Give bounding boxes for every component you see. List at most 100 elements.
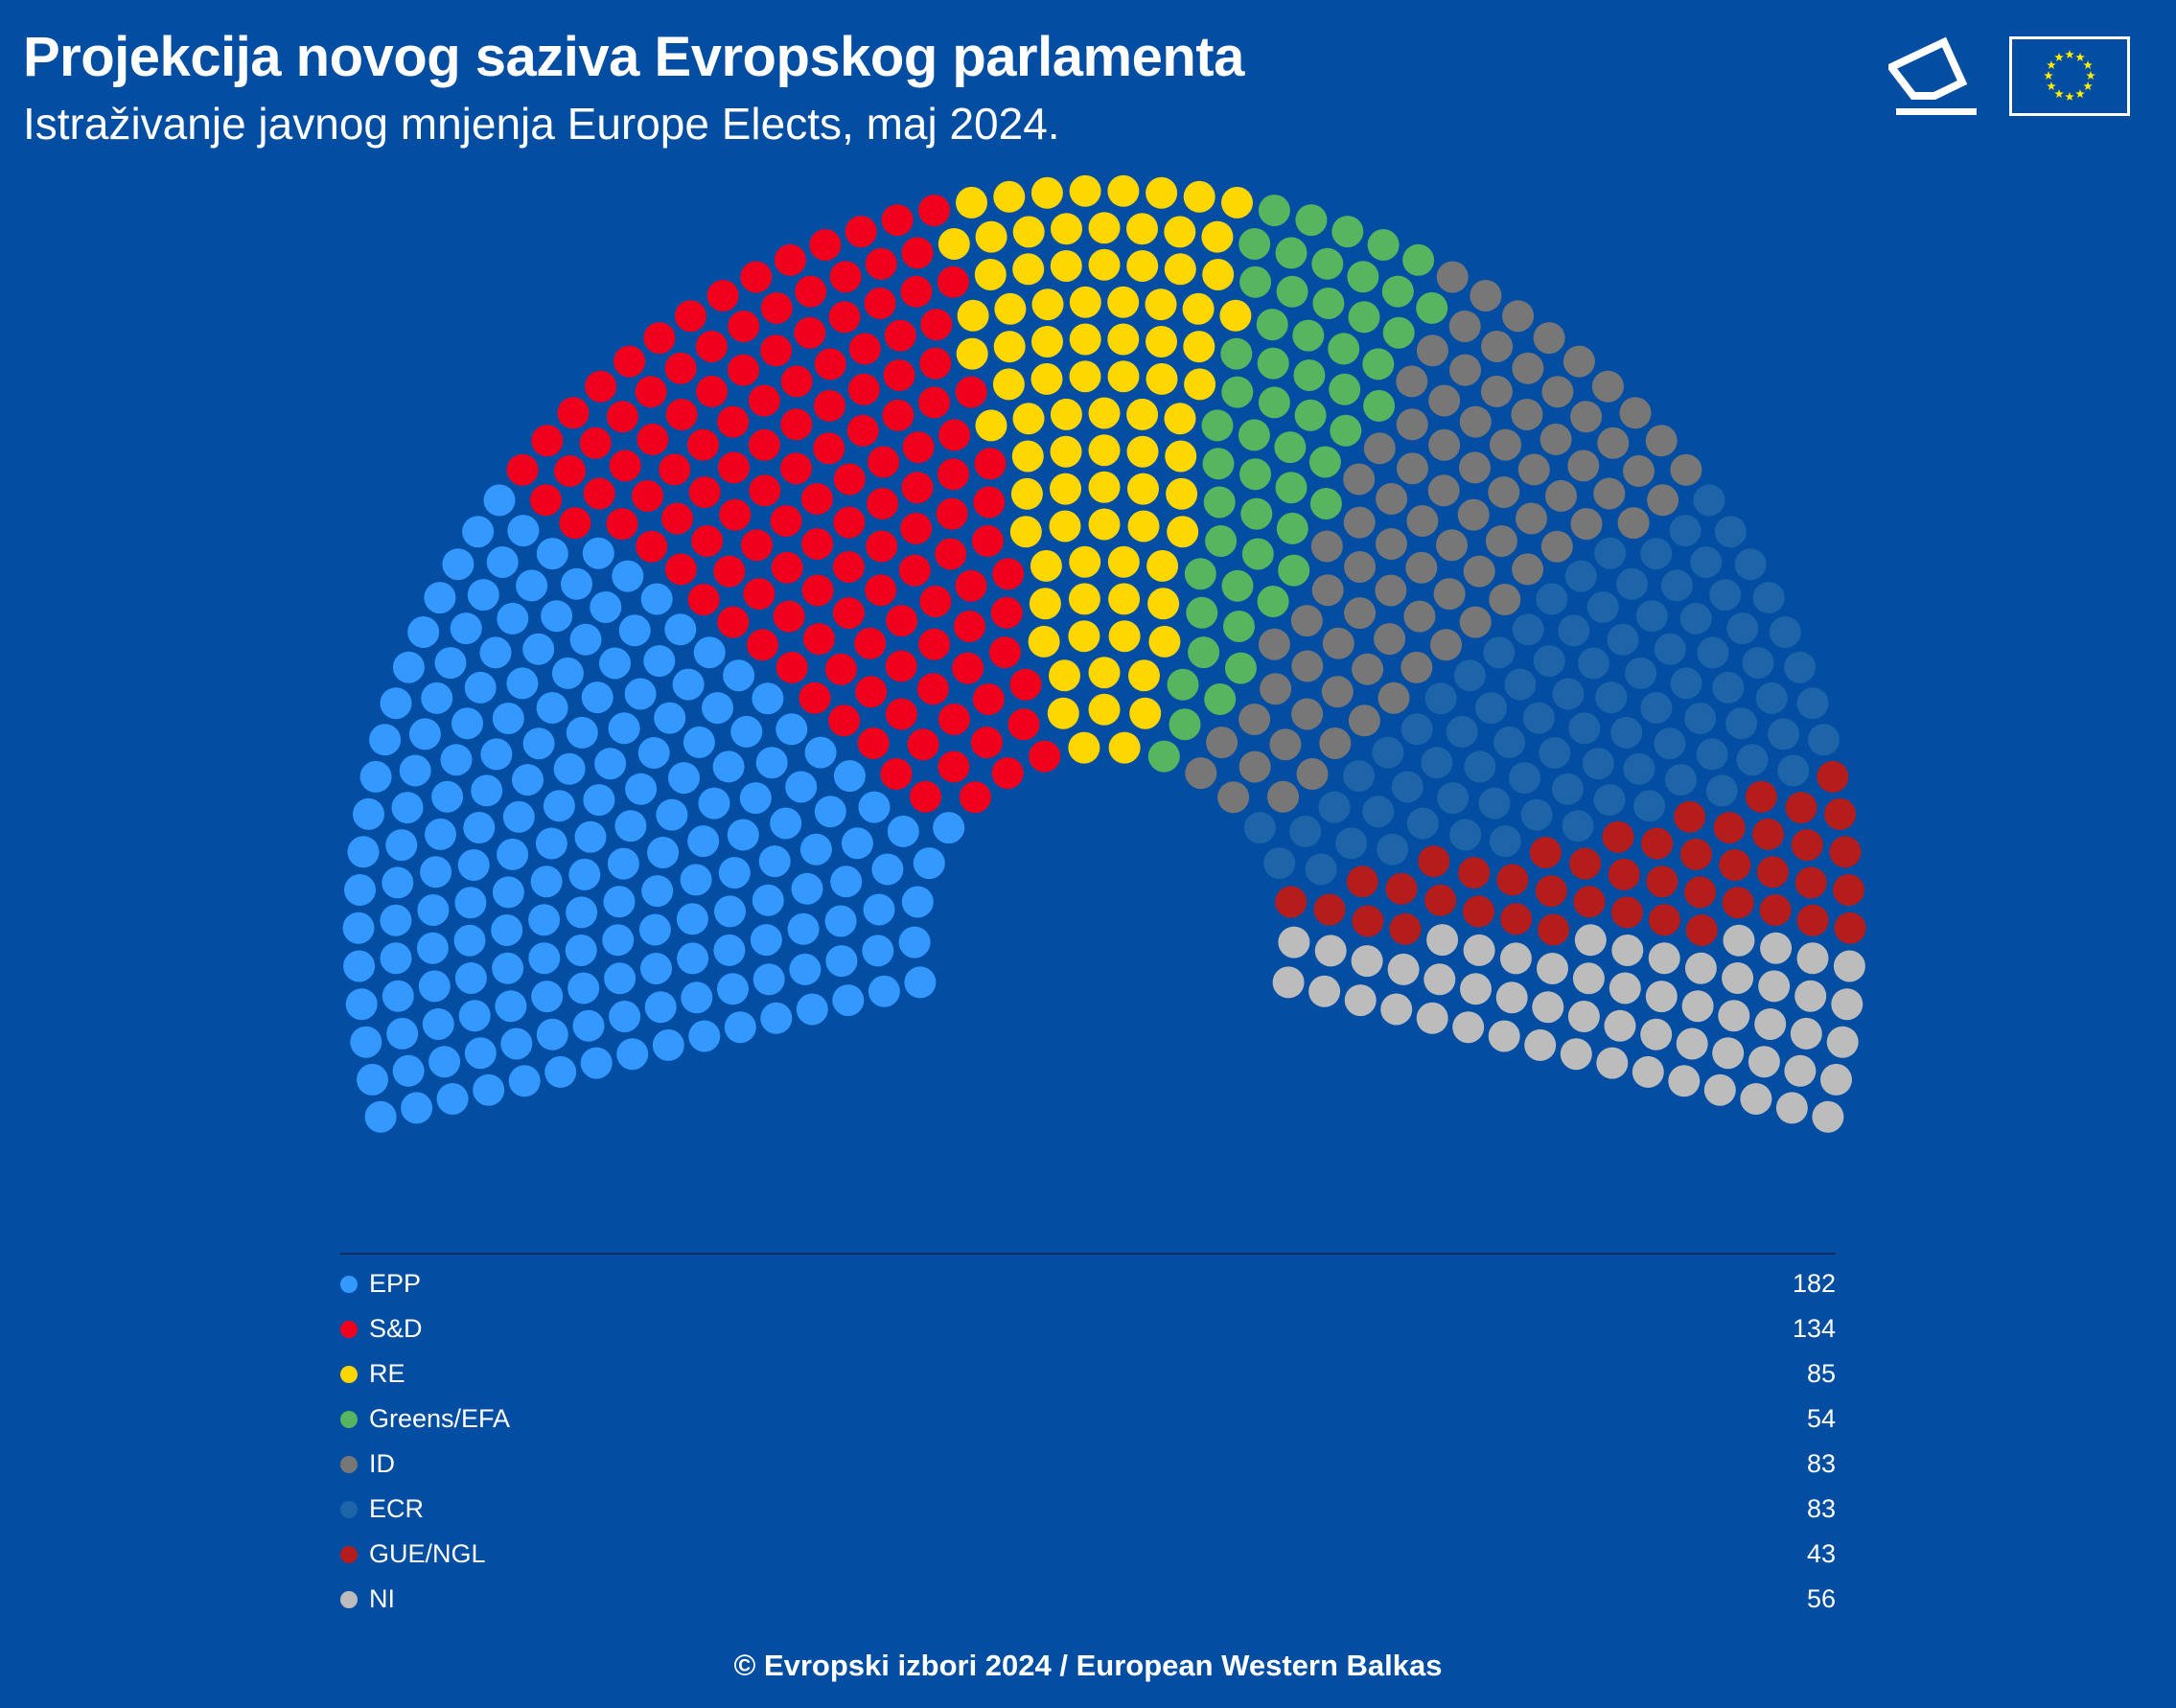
seat-id: [1459, 451, 1491, 484]
seat-id: [1397, 452, 1428, 485]
seat-re: [1184, 368, 1216, 401]
seat-s-d: [970, 727, 1003, 759]
seat-epp: [582, 537, 614, 569]
seat-ecr: [1391, 771, 1424, 803]
seat-gue-ngl: [1646, 866, 1678, 898]
seat-re: [1009, 516, 1042, 548]
seat-ni: [1380, 993, 1413, 1026]
seat-gue-ngl: [1641, 827, 1674, 860]
seat-epp: [479, 636, 512, 669]
legend-seat-count: 54: [1806, 1404, 1836, 1433]
seat-re: [1107, 286, 1140, 318]
seat-epp: [502, 800, 535, 833]
legend-seat-count: 134: [1792, 1314, 1836, 1343]
seat-epp: [347, 836, 380, 868]
seat-id: [1619, 397, 1652, 429]
seat-ecr: [1483, 636, 1516, 669]
seat-s-d: [1007, 708, 1040, 741]
seat-s-d: [706, 280, 739, 312]
seat-s-d: [847, 373, 880, 405]
seat-epp: [473, 1073, 505, 1106]
seat-greens-efa: [1362, 348, 1395, 381]
seat-epp: [614, 810, 647, 842]
seat-gue-ngl: [1824, 797, 1856, 830]
seat-re: [956, 186, 987, 219]
seat-gue-ngl: [1752, 818, 1784, 850]
seat-id: [1403, 600, 1436, 633]
seat-gue-ngl: [1608, 858, 1640, 890]
seat-greens-efa: [1275, 237, 1308, 269]
seat-id: [1344, 597, 1377, 630]
seat-re: [1050, 398, 1082, 430]
seat-id: [1485, 525, 1517, 557]
seat-re: [956, 337, 988, 370]
seat-id: [1570, 508, 1603, 541]
seat-ni: [1499, 942, 1532, 975]
seat-epp: [492, 876, 524, 909]
seat-re: [1049, 659, 1080, 692]
seat-epp: [624, 678, 657, 710]
seat-id: [1433, 578, 1466, 611]
seat-epp: [752, 963, 785, 996]
seat-greens-efa: [1278, 554, 1310, 587]
seat-re: [1201, 220, 1234, 253]
seat-id: [1428, 384, 1461, 417]
seat-re: [1221, 186, 1253, 219]
seat-epp: [933, 812, 965, 844]
seat-s-d: [880, 758, 913, 790]
seat-ecr: [1562, 810, 1594, 842]
seat-epp: [770, 807, 802, 840]
seat-ecr: [1593, 784, 1626, 817]
seat-gue-ngl: [1785, 792, 1817, 824]
seat-re: [1088, 508, 1121, 541]
seat-ni: [1681, 990, 1714, 1023]
seat-epp: [357, 1063, 388, 1096]
seat-re: [1108, 620, 1141, 653]
seat-ni: [1684, 952, 1717, 984]
seat-s-d: [885, 650, 917, 682]
seat-id: [1533, 322, 1565, 355]
legend-divider: [340, 1253, 1836, 1255]
seat-epp: [420, 856, 452, 889]
seat-re: [1050, 473, 1081, 505]
seat-s-d: [900, 275, 933, 308]
seat-epp: [428, 1046, 461, 1078]
seat-epp: [637, 737, 670, 769]
seat-epp: [492, 703, 524, 734]
seat-id: [1647, 484, 1679, 517]
seat-re: [1031, 289, 1064, 321]
seat-s-d: [794, 316, 826, 349]
seat-gue-ngl: [1385, 872, 1418, 905]
seat-re: [1051, 213, 1082, 245]
seat-id: [1269, 728, 1302, 761]
seat-greens-efa: [1205, 525, 1238, 557]
seat-ecr: [1263, 847, 1296, 880]
seat-epp: [507, 515, 540, 547]
seat-id: [1490, 428, 1521, 461]
seat-ni: [1426, 924, 1459, 957]
seat-epp: [569, 623, 602, 656]
seat-re: [1127, 473, 1159, 505]
seat-greens-efa: [1221, 569, 1254, 602]
seat-ecr: [1478, 787, 1511, 819]
seat-id: [1290, 605, 1323, 637]
legend-label: EPP: [369, 1269, 422, 1298]
seat-ni: [1308, 975, 1341, 1007]
seat-ecr: [1696, 738, 1728, 771]
seat-s-d: [866, 530, 898, 563]
seat-s-d: [883, 359, 915, 391]
seat-greens-efa: [1347, 261, 1379, 293]
seat-epp: [785, 771, 818, 803]
seat-s-d: [741, 529, 773, 562]
seat-epp: [408, 718, 441, 750]
seat-ecr: [1437, 782, 1470, 815]
seat-id: [1406, 505, 1439, 537]
seat-re: [1107, 323, 1140, 356]
seat-s-d: [828, 704, 861, 737]
seat-id: [1430, 629, 1462, 661]
seat-gue-ngl: [1418, 845, 1450, 878]
seat-id: [1217, 781, 1250, 814]
seat-epp: [913, 847, 945, 880]
seat-epp: [863, 893, 895, 926]
seat-s-d: [952, 652, 984, 684]
